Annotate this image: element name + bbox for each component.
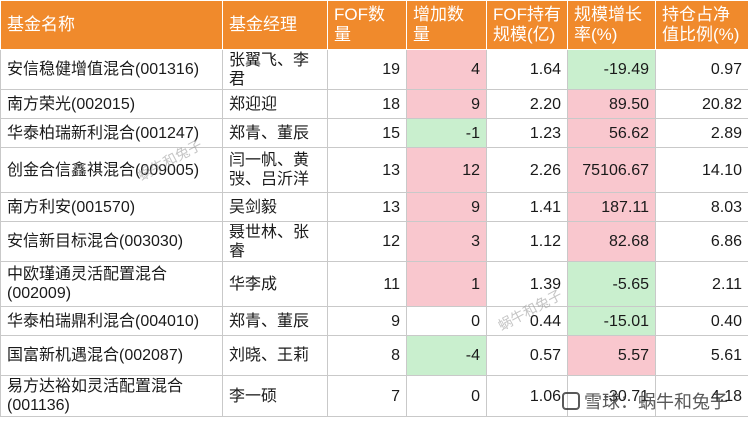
fof-count-cell: 8 [327, 335, 407, 376]
growth-rate-cell: -15.01 [567, 306, 656, 336]
holding-ratio-cell: 6.86 [655, 221, 748, 262]
added-count-cell: 9 [406, 192, 487, 222]
fund-name-cell: 南方荣光(002015) [0, 89, 223, 119]
holding-ratio-cell: 4.18 [655, 375, 748, 417]
fof-scale-cell: 0.44 [486, 306, 568, 336]
table-row: 南方荣光(002015) 郑迎迎 18 9 2.20 89.50 20.82 [0, 89, 748, 119]
table-row: 易方达裕如灵活配置混合(001136) 李一硕 7 0 1.06 -30.71 4.18 [0, 375, 748, 417]
holding-ratio-cell: 0.40 [655, 306, 748, 336]
fund-name-cell: 易方达裕如灵活配置混合(001136) [0, 375, 223, 417]
added-count-cell: -4 [406, 335, 487, 376]
fof-scale-cell: 1.23 [486, 118, 568, 148]
fof-scale-cell: 2.20 [486, 89, 568, 119]
fund-name-cell: 安信稳健增值混合(001316) [0, 49, 223, 90]
growth-rate-cell: 187.11 [567, 192, 656, 222]
fof-count-cell: 12 [327, 221, 407, 262]
growth-rate-cell: 89.50 [567, 89, 656, 119]
header-growth-rate: 规模增长率(%) [567, 0, 656, 50]
added-count-cell: 1 [406, 261, 487, 307]
fof-count-cell: 13 [327, 147, 407, 193]
fof-count-cell: 9 [327, 306, 407, 336]
growth-rate-cell: 82.68 [567, 221, 656, 262]
growth-rate-cell: -30.71 [567, 375, 656, 417]
header-manager: 基金经理 [222, 0, 328, 50]
fof-count-cell: 19 [327, 49, 407, 90]
fof-scale-cell: 1.12 [486, 221, 568, 262]
fund-name-cell: 国富新机遇混合(002087) [0, 335, 223, 376]
growth-rate-cell: 56.62 [567, 118, 656, 148]
manager-cell: 吴剑毅 [222, 192, 328, 222]
added-count-cell: 0 [406, 306, 487, 336]
manager-cell: 闫一帆、黄弢、吕沂洋 [222, 147, 328, 193]
table-header: 基金名称 基金经理 FOF数量 增加数量 FOF持有规模(亿) 规模增长率(%)… [0, 0, 748, 50]
fof-count-cell: 18 [327, 89, 407, 119]
fof-scale-cell: 1.39 [486, 261, 568, 307]
fund-name-cell: 南方利安(001570) [0, 192, 223, 222]
header-added-count: 增加数量 [406, 0, 487, 50]
header-fof-count: FOF数量 [327, 0, 407, 50]
growth-rate-cell: 75106.67 [567, 147, 656, 193]
holding-ratio-cell: 20.82 [655, 89, 748, 119]
table-row: 南方利安(001570) 吴剑毅 13 9 1.41 187.11 8.03 [0, 192, 748, 222]
fund-name-cell: 创金合信鑫祺混合(009005) [0, 147, 223, 193]
fund-name-cell: 华泰柏瑞新利混合(001247) [0, 118, 223, 148]
manager-cell: 张翼飞、李君 [222, 49, 328, 90]
table-row: 华泰柏瑞鼎利混合(004010) 郑青、董辰 9 0 0.44 -15.01 0.40 [0, 306, 748, 336]
manager-cell: 华李成 [222, 261, 328, 307]
table-row: 安信稳健增值混合(001316) 张翼飞、李君 19 4 1.64 -19.49 0.97 [0, 49, 748, 90]
holding-ratio-cell: 2.89 [655, 118, 748, 148]
header-row: 基金名称 基金经理 FOF数量 增加数量 FOF持有规模(亿) 规模增长率(%)… [0, 0, 748, 50]
added-count-cell: 12 [406, 147, 487, 193]
fund-name-cell: 中欧瑾通灵活配置混合(002009) [0, 261, 223, 307]
fof-count-cell: 13 [327, 192, 407, 222]
fof-count-cell: 7 [327, 375, 407, 417]
header-fof-scale: FOF持有规模(亿) [486, 0, 568, 50]
table-row: 华泰柏瑞新利混合(001247) 郑青、董辰 15 -1 1.23 56.62 2.89 [0, 118, 748, 148]
added-count-cell: 4 [406, 49, 487, 90]
fof-scale-cell: 1.64 [486, 49, 568, 90]
growth-rate-cell: -19.49 [567, 49, 656, 90]
fund-name-cell: 安信新目标混合(003030) [0, 221, 223, 262]
added-count-cell: 0 [406, 375, 487, 417]
fof-count-cell: 15 [327, 118, 407, 148]
fof-holdings-table: 基金名称 基金经理 FOF数量 增加数量 FOF持有规模(亿) 规模增长率(%)… [0, 0, 748, 417]
manager-cell: 郑青、董辰 [222, 306, 328, 336]
holding-ratio-cell: 14.10 [655, 147, 748, 193]
header-holding-ratio: 持仓占净值比例(%) [655, 0, 748, 50]
added-count-cell: -1 [406, 118, 487, 148]
fund-name-cell: 华泰柏瑞鼎利混合(004010) [0, 306, 223, 336]
table-row: 国富新机遇混合(002087) 刘晓、王莉 8 -4 0.57 5.57 5.61 [0, 335, 748, 376]
holding-ratio-cell: 8.03 [655, 192, 748, 222]
table-body: 安信稳健增值混合(001316) 张翼飞、李君 19 4 1.64 -19.49 0.97 南… [0, 49, 748, 417]
fof-scale-cell: 1.06 [486, 375, 568, 417]
manager-cell: 郑青、董辰 [222, 118, 328, 148]
added-count-cell: 3 [406, 221, 487, 262]
table-row: 创金合信鑫祺混合(009005) 闫一帆、黄弢、吕沂洋 13 12 2.26 75106.… [0, 147, 748, 193]
growth-rate-cell: -5.65 [567, 261, 656, 307]
holding-ratio-cell: 2.11 [655, 261, 748, 307]
manager-cell: 郑迎迎 [222, 89, 328, 119]
header-fund-name: 基金名称 [0, 0, 223, 50]
holding-ratio-cell: 0.97 [655, 49, 748, 90]
fof-scale-cell: 2.26 [486, 147, 568, 193]
fof-count-cell: 11 [327, 261, 407, 307]
table-row: 中欧瑾通灵活配置混合(002009) 华李成 11 1 1.39 -5.65 2.11 [0, 261, 748, 307]
added-count-cell: 9 [406, 89, 487, 119]
manager-cell: 刘晓、王莉 [222, 335, 328, 376]
fof-scale-cell: 1.41 [486, 192, 568, 222]
growth-rate-cell: 5.57 [567, 335, 656, 376]
manager-cell: 李一硕 [222, 375, 328, 417]
table-row: 安信新目标混合(003030) 聂世林、张睿 12 3 1.12 82.68 6.86 [0, 221, 748, 262]
holding-ratio-cell: 5.61 [655, 335, 748, 376]
manager-cell: 聂世林、张睿 [222, 221, 328, 262]
fof-scale-cell: 0.57 [486, 335, 568, 376]
